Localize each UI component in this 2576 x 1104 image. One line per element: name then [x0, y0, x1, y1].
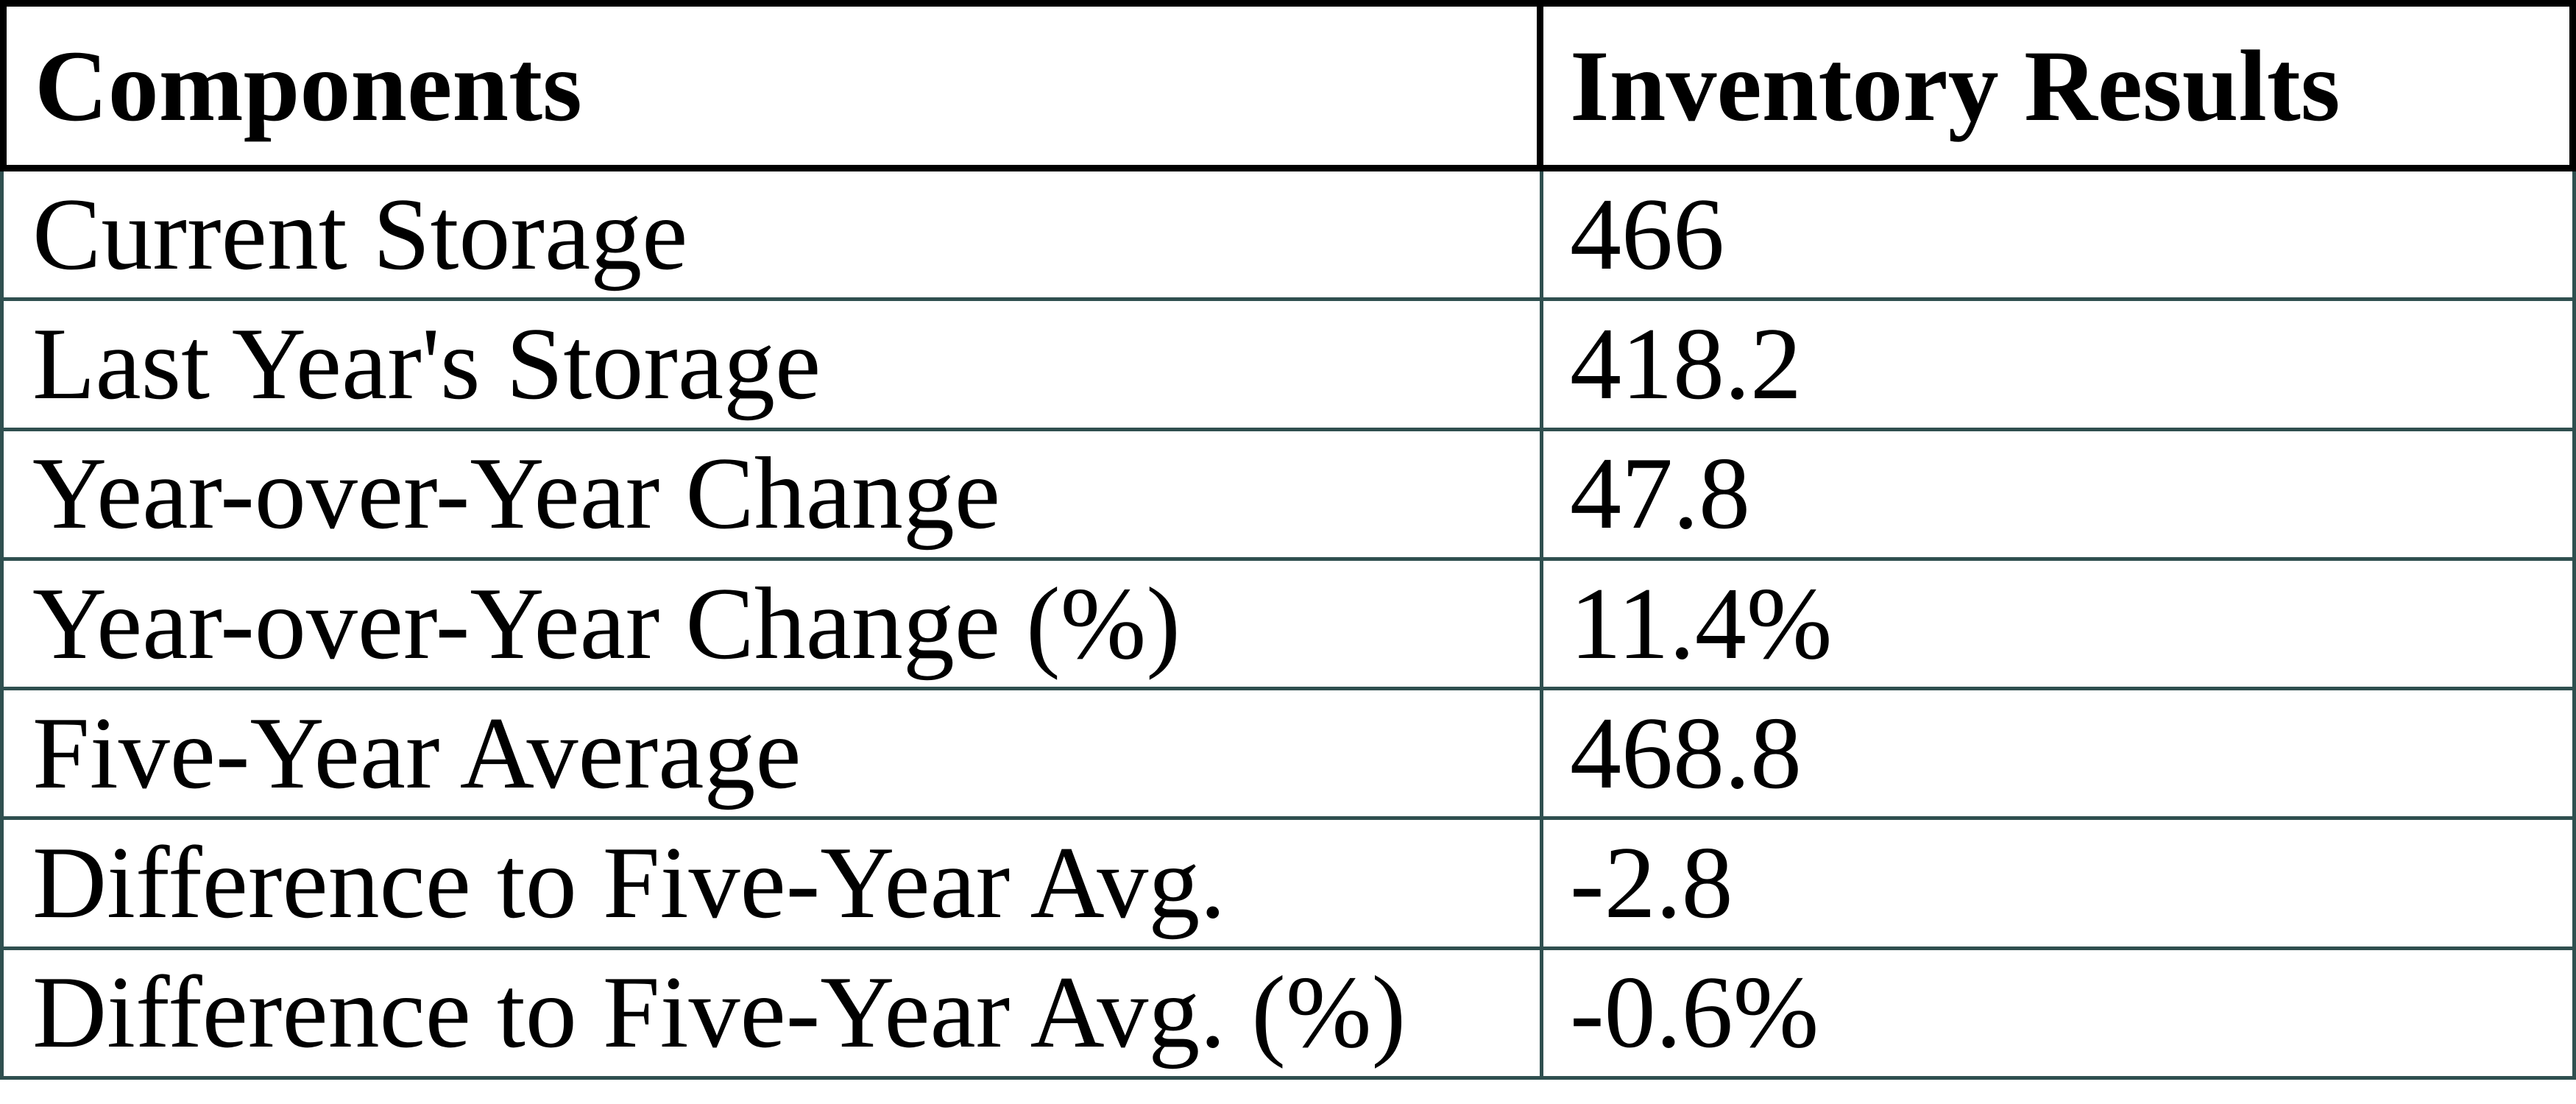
table-row-label-diff-five-year-avg-pct: Difference to Five-Year Avg. (%) [0, 949, 1543, 1080]
row-value: 466 [1570, 177, 1724, 291]
table-row-value-five-year-average: 468.8 [1543, 690, 2576, 821]
table-row-label-diff-five-year-avg: Difference to Five-Year Avg. [0, 820, 1543, 950]
table-row-label-five-year-average: Five-Year Average [0, 690, 1543, 821]
row-value: 11.4% [1570, 566, 1833, 681]
row-value: 418.2 [1570, 306, 1802, 421]
column-header-inventory-results-label: Inventory Results [1570, 29, 2340, 142]
row-label: Last Year's Storage [32, 306, 821, 421]
table-row-label-current-storage: Current Storage [0, 171, 1543, 302]
table-row-label-yoy-change: Year-over-Year Change [0, 431, 1543, 561]
row-label: Difference to Five-Year Avg. [32, 826, 1226, 941]
column-header-inventory-results: Inventory Results [1543, 0, 2576, 171]
inventory-results-table: Components Inventory Results Current Sto… [0, 0, 2576, 1080]
table-row-value-yoy-change-pct: 11.4% [1543, 560, 2576, 691]
row-label: Year-over-Year Change (%) [32, 566, 1181, 681]
row-value: 47.8 [1570, 436, 1750, 551]
row-value: -0.6% [1570, 955, 1819, 1070]
table-row-value-diff-five-year-avg: -2.8 [1543, 820, 2576, 950]
table-row-value-yoy-change: 47.8 [1543, 431, 2576, 561]
table-row-value-last-years-storage: 418.2 [1543, 301, 2576, 431]
row-label: Year-over-Year Change [32, 436, 1001, 551]
row-label: Difference to Five-Year Avg. (%) [32, 955, 1406, 1070]
row-label: Current Storage [32, 177, 688, 291]
table-row-label-last-years-storage: Last Year's Storage [0, 301, 1543, 431]
column-header-components-label: Components [35, 29, 582, 142]
table-row-value-diff-five-year-avg-pct: -0.6% [1543, 949, 2576, 1080]
table-row-label-yoy-change-pct: Year-over-Year Change (%) [0, 560, 1543, 691]
row-label: Five-Year Average [32, 696, 802, 810]
row-value: 468.8 [1570, 696, 1802, 810]
row-value: -2.8 [1570, 826, 1733, 941]
column-header-components: Components [0, 0, 1543, 171]
table-row-value-current-storage: 466 [1543, 171, 2576, 302]
